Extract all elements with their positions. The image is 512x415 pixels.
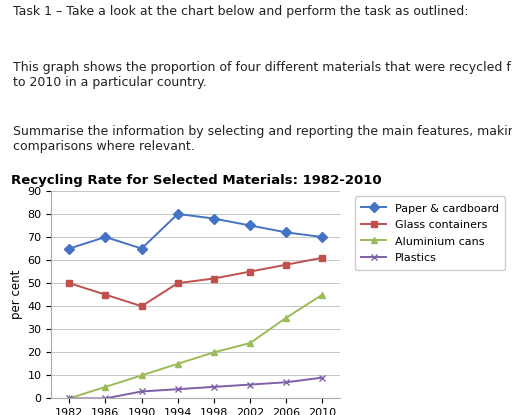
Glass containers: [175, 281, 181, 286]
Legend: Paper & cardboard, Glass containers, Aluminium cans, Plastics: Paper & cardboard, Glass containers, Alu…: [355, 196, 505, 270]
Glass containers: [283, 262, 289, 267]
Text: This graph shows the proportion of four different materials that were recycled f: This graph shows the proportion of four …: [13, 61, 512, 89]
Glass containers: [139, 304, 145, 309]
Aluminium cans: [211, 350, 217, 355]
Text: Task 1 – Take a look at the chart below and perform the task as outlined:: Task 1 – Take a look at the chart below …: [13, 5, 468, 18]
Aluminium cans: [139, 373, 145, 378]
Aluminium cans: [175, 361, 181, 366]
Paper & cardboard: [139, 246, 145, 251]
Paper & cardboard: [66, 246, 72, 251]
Glass containers: [102, 292, 109, 297]
Aluminium cans: [319, 292, 326, 297]
Glass containers: [319, 255, 326, 260]
Line: Aluminium cans: Aluminium cans: [66, 291, 326, 402]
Plastics: [66, 396, 72, 401]
Paper & cardboard: [175, 212, 181, 217]
Glass containers: [66, 281, 72, 286]
Plastics: [247, 382, 253, 387]
Aluminium cans: [66, 396, 72, 401]
Glass containers: [247, 269, 253, 274]
Line: Plastics: Plastics: [66, 374, 326, 402]
Plastics: [175, 387, 181, 392]
Aluminium cans: [283, 315, 289, 320]
Paper & cardboard: [247, 223, 253, 228]
Plastics: [139, 389, 145, 394]
Line: Glass containers: Glass containers: [66, 254, 326, 310]
Aluminium cans: [102, 384, 109, 389]
Paper & cardboard: [283, 230, 289, 235]
Paper & cardboard: [211, 216, 217, 221]
Text: Summarise the information by selecting and reporting the main features, making
c: Summarise the information by selecting a…: [13, 125, 512, 153]
Paper & cardboard: [319, 234, 326, 239]
Paper & cardboard: [102, 234, 109, 239]
Line: Paper & cardboard: Paper & cardboard: [66, 210, 326, 252]
Glass containers: [211, 276, 217, 281]
Plastics: [283, 380, 289, 385]
Aluminium cans: [247, 341, 253, 346]
Y-axis label: per cent: per cent: [10, 270, 23, 319]
Plastics: [211, 384, 217, 389]
Title: Recycling Rate for Selected Materials: 1982-2010: Recycling Rate for Selected Materials: 1…: [11, 174, 381, 187]
Plastics: [102, 396, 109, 401]
Plastics: [319, 375, 326, 380]
